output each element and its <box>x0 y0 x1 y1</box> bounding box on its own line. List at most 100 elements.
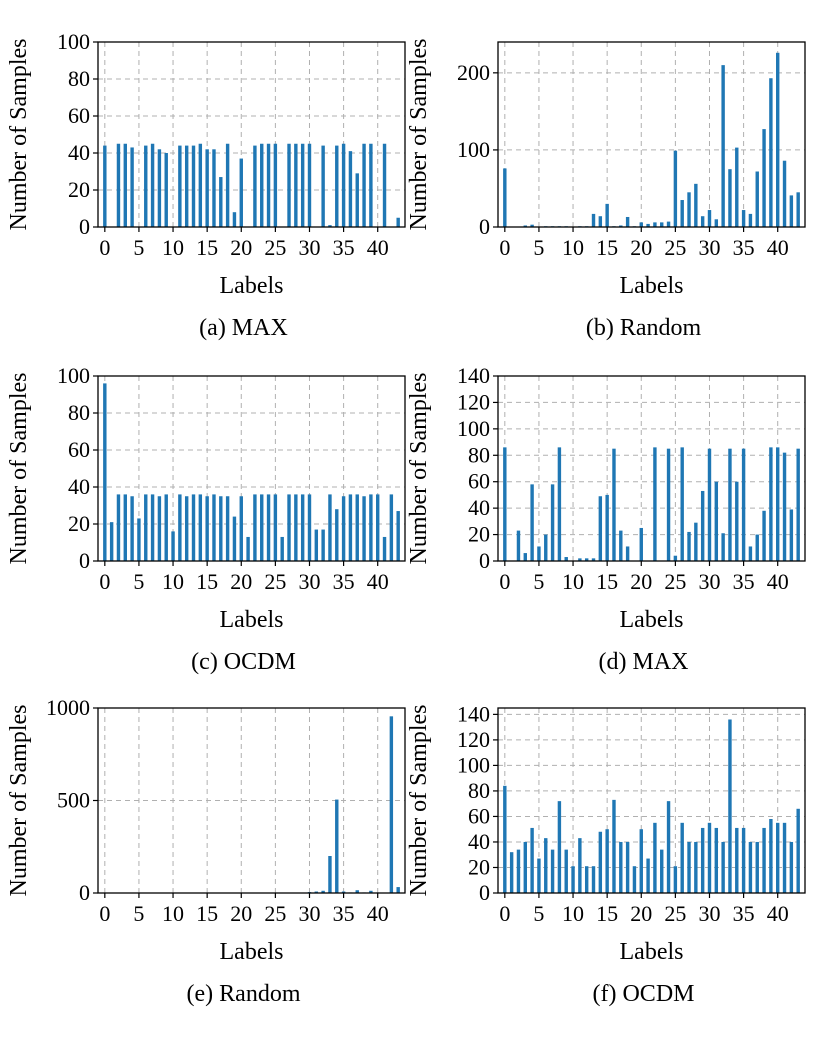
bar <box>157 149 162 227</box>
y-tick-label: 40 <box>68 140 90 165</box>
bar <box>369 143 373 227</box>
bar <box>300 143 305 227</box>
bar <box>687 531 691 561</box>
bar <box>205 149 209 227</box>
bar <box>369 494 373 561</box>
y-tick-label: 1000 <box>46 695 90 720</box>
bar <box>619 530 623 561</box>
x-tick-label: 35 <box>333 235 355 260</box>
bar <box>389 494 394 561</box>
bar <box>225 496 230 561</box>
bar <box>755 841 759 893</box>
x-tick-label: 0 <box>499 569 510 594</box>
y-tick-label: 100 <box>457 752 490 777</box>
bar <box>260 494 264 561</box>
bar <box>516 849 521 893</box>
bar <box>639 222 643 227</box>
y-tick-label: 60 <box>68 437 90 462</box>
bar <box>239 158 243 227</box>
panel-caption: (f) OCDM <box>593 981 695 1007</box>
bar <box>321 890 325 893</box>
x-tick-label: 40 <box>767 569 789 594</box>
x-tick-label: 5 <box>133 569 144 594</box>
bar <box>503 168 507 227</box>
bar <box>680 200 684 227</box>
bar <box>212 494 216 561</box>
bar <box>109 522 114 561</box>
panel-caption: (b) Random <box>586 315 702 341</box>
bar <box>625 841 630 893</box>
bar <box>103 383 107 561</box>
y-tick-label: 200 <box>457 60 490 85</box>
bar <box>369 890 373 893</box>
y-tick-label: 0 <box>79 548 90 573</box>
bar <box>741 210 746 227</box>
x-tick-label: 30 <box>698 569 720 594</box>
bar <box>239 496 243 561</box>
bar <box>564 849 568 893</box>
bar <box>144 145 148 227</box>
bar <box>666 448 671 561</box>
bar <box>335 799 339 893</box>
bar <box>769 78 773 228</box>
bar <box>762 827 766 893</box>
bar <box>123 494 127 561</box>
bar <box>362 143 366 227</box>
bar <box>646 223 650 227</box>
bar <box>694 522 698 561</box>
bar <box>578 558 582 561</box>
x-tick-label: 40 <box>367 569 389 594</box>
bar <box>530 224 534 227</box>
x-tick-label: 5 <box>533 569 544 594</box>
bar <box>612 448 616 561</box>
y-tick-label: 120 <box>457 727 490 752</box>
x-tick-label: 10 <box>162 901 184 926</box>
bar <box>673 866 678 893</box>
bar <box>578 838 582 893</box>
x-tick-label: 25 <box>664 569 686 594</box>
x-tick-label: 10 <box>562 901 584 926</box>
x-tick-label: 5 <box>533 901 544 926</box>
bar <box>789 841 794 893</box>
x-tick-label: 10 <box>562 235 584 260</box>
bar <box>680 822 684 893</box>
y-tick-label: 40 <box>468 829 490 854</box>
y-tick-label: 40 <box>468 495 490 520</box>
x-tick-label: 15 <box>196 235 218 260</box>
bar <box>335 509 339 561</box>
bar <box>348 494 353 561</box>
x-axis-label: Labels <box>620 939 684 965</box>
bar <box>523 841 527 893</box>
bar <box>619 841 623 893</box>
bar <box>321 529 325 561</box>
bar <box>748 546 753 561</box>
bar <box>266 494 271 561</box>
bar <box>721 841 725 893</box>
x-tick-label: 0 <box>99 901 110 926</box>
bar <box>396 217 400 227</box>
bar <box>266 143 271 227</box>
bar <box>639 527 643 561</box>
bar <box>673 150 678 227</box>
y-tick-label: 100 <box>457 416 490 441</box>
bar <box>537 546 541 561</box>
bar <box>776 52 780 227</box>
x-tick-label: 30 <box>298 235 320 260</box>
bar <box>157 496 162 561</box>
bar <box>232 212 237 227</box>
bar <box>198 494 203 561</box>
plot-frame <box>97 375 406 562</box>
bar <box>294 143 298 227</box>
bar <box>382 143 387 227</box>
bar <box>280 536 284 561</box>
x-tick-label: 0 <box>99 569 110 594</box>
bar <box>355 494 359 561</box>
bar <box>728 448 732 561</box>
bar <box>639 829 643 893</box>
x-tick-label: 20 <box>230 235 252 260</box>
